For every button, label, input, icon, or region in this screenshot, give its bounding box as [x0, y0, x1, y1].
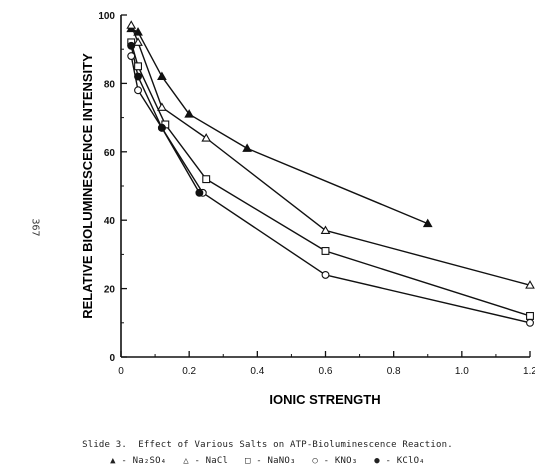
x-axis-label: IONIC STRENGTH	[269, 392, 380, 407]
data-point-marker	[320, 225, 331, 234]
x-tick-label: 0.4	[250, 366, 264, 377]
y-tick-label: 100	[98, 11, 115, 22]
y-axis-label: RELATIVE BIOLUMINESCENCE INTENSITY	[80, 53, 95, 319]
data-point-marker	[184, 109, 195, 118]
series-lines	[130, 25, 531, 324]
data-point-marker	[157, 102, 167, 111]
x-tick-label: 0.6	[319, 366, 333, 377]
data-point-marker	[134, 62, 142, 71]
data-point-marker	[321, 270, 330, 279]
caption-legend: ▲ - Na₂SO₄ △ - NaCl □ - NaNO₃ ○ - KNO₃ ●…	[110, 456, 425, 466]
bioluminescence-chart: 0 20 40 60 80 100 0 0.2 0.4 0.6 0.8 1.0 1.2 IONIC ST…	[80, 11, 535, 407]
data-point-marker	[134, 72, 142, 81]
x-tick-label: 0	[118, 366, 124, 377]
y-tick-label: 60	[104, 148, 116, 159]
page-number: 367	[29, 218, 41, 237]
data-point-marker	[127, 41, 136, 50]
series-line-1	[130, 25, 531, 286]
y-tick-label: 80	[104, 79, 116, 90]
caption-title: Slide 3. Effect of Various Salts on ATP-…	[82, 440, 453, 450]
data-point-marker	[133, 37, 143, 46]
y-tick-label: 40	[104, 216, 116, 227]
x-tick-label: 0.8	[387, 366, 401, 377]
data-point-marker	[526, 318, 534, 327]
data-point-marker	[525, 280, 535, 289]
x-tick-label: 1.2	[523, 366, 535, 377]
data-point-marker	[133, 27, 143, 36]
data-point-marker	[526, 312, 534, 320]
x-tick-label: 0.2	[182, 366, 196, 377]
series-line-3	[130, 55, 531, 324]
data-point-marker	[195, 188, 204, 197]
series-line-4	[130, 45, 200, 194]
data-point-marker	[422, 218, 433, 228]
series-markers	[126, 20, 535, 327]
data-point-marker	[126, 20, 137, 29]
data-point-marker	[321, 247, 330, 255]
series-line-2	[130, 42, 531, 317]
data-point-marker	[157, 123, 166, 132]
tick-marks: 0 20 40 60 80 100 0 0.2 0.4 0.6 0.8 1.0 1.2	[98, 11, 535, 377]
data-point-marker	[201, 133, 212, 142]
data-point-marker	[127, 52, 136, 60]
data-point-marker	[157, 71, 167, 81]
axes	[120, 15, 530, 358]
x-tick-label: 1.0	[455, 366, 469, 377]
data-point-marker	[242, 143, 252, 152]
y-tick-label: 20	[104, 285, 116, 296]
y-tick-label: 0	[109, 353, 115, 364]
data-point-marker	[134, 86, 142, 95]
data-point-marker	[202, 175, 211, 184]
